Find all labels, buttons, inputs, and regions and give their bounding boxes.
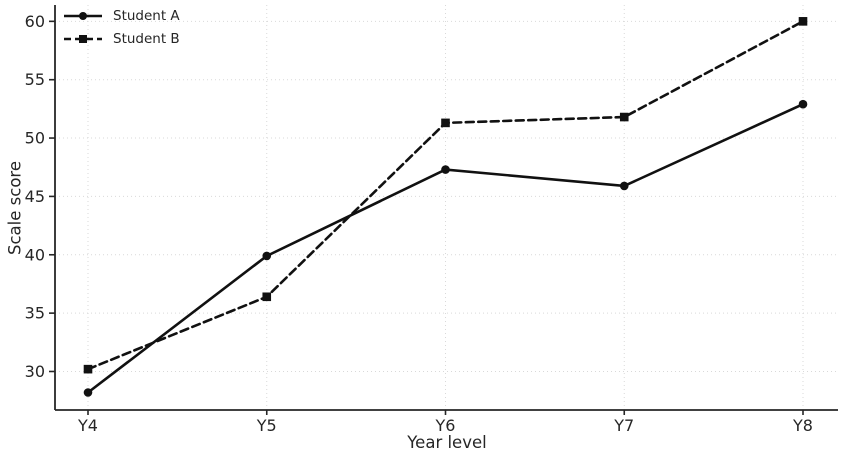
y-axis-label: Scale score bbox=[5, 161, 25, 255]
x-axis-label: Year level bbox=[407, 433, 487, 452]
data-point-student-b-y4 bbox=[83, 364, 93, 374]
x-tick-label: Y7 bbox=[613, 416, 634, 435]
legend-label: Student B bbox=[113, 31, 180, 47]
legend-item-student-b: Student B bbox=[62, 29, 180, 49]
data-point-student-a-y6 bbox=[441, 165, 450, 174]
data-point-student-b-y6 bbox=[441, 118, 450, 128]
data-point-student-b-y8 bbox=[798, 17, 808, 26]
x-tick-label: Y5 bbox=[256, 416, 277, 435]
data-point-student-b-y7 bbox=[619, 112, 629, 122]
x-tick-label: Y8 bbox=[792, 416, 813, 435]
data-point-student-a-y7 bbox=[619, 181, 629, 191]
legend-label: Student A bbox=[113, 8, 180, 24]
y-tick-label: 50 bbox=[25, 129, 45, 148]
chart-legend: Student A Student B bbox=[62, 6, 180, 49]
y-tick-label: 30 bbox=[25, 362, 45, 381]
x-tick-label: Y4 bbox=[77, 416, 98, 435]
data-point-student-a-y4 bbox=[83, 388, 93, 397]
solid-line-circle-marker-icon bbox=[64, 12, 102, 20]
y-tick-label: 40 bbox=[25, 245, 45, 264]
legend-item-student-a: Student A bbox=[62, 6, 180, 26]
y-tick-label: 45 bbox=[25, 187, 45, 206]
y-tick-label: 60 bbox=[25, 12, 45, 31]
data-point-student-a-y8 bbox=[798, 99, 808, 109]
x-tick-label: Y6 bbox=[435, 416, 456, 435]
y-tick-label: 35 bbox=[25, 304, 45, 323]
data-point-student-b-y5 bbox=[262, 292, 272, 302]
y-tick-label: 55 bbox=[25, 70, 45, 89]
data-point-student-a-y5 bbox=[262, 251, 272, 261]
dashed-line-square-marker-icon bbox=[64, 35, 102, 43]
